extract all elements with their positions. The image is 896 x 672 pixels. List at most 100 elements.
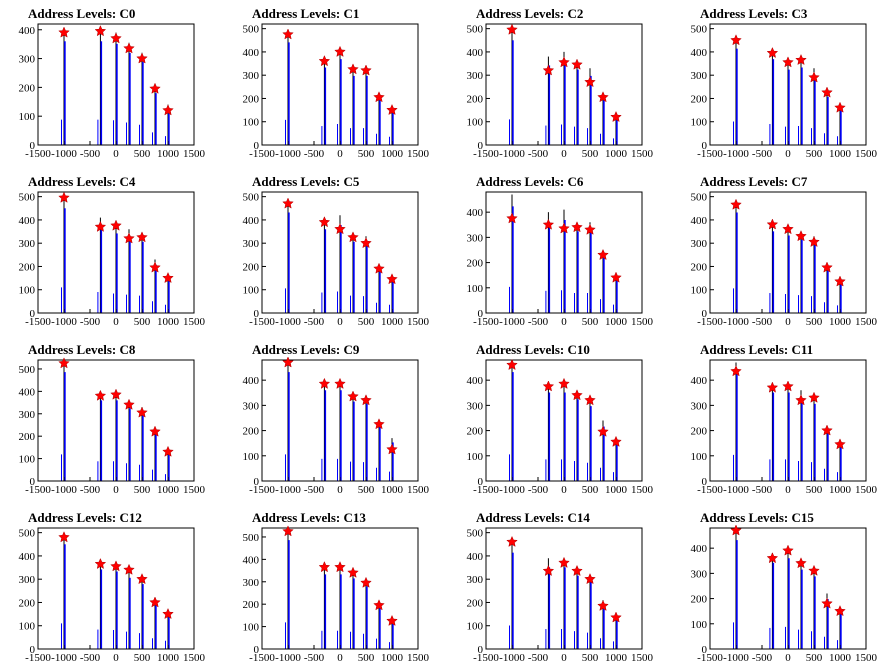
y-tick-label: 0 (30, 308, 36, 320)
y-tick-label: 400 (691, 375, 708, 387)
x-tick-label: -1500 (697, 652, 723, 664)
x-tick-label: 500 (358, 148, 375, 160)
y-tick-label: 400 (19, 551, 36, 563)
x-tick-label: 500 (134, 484, 151, 496)
y-tick-label: 400 (243, 375, 260, 387)
histogram-panel: Address Levels: C0 0 100 200 300 400 -1500 -100… (0, 0, 224, 168)
y-tick-label: 0 (254, 308, 260, 320)
x-tick-label: -500 (304, 316, 325, 328)
peak-marker (149, 425, 161, 437)
x-tick-label: 500 (806, 652, 823, 664)
peak-marker (558, 56, 570, 68)
peak-marker (730, 34, 742, 46)
peak-marker (795, 53, 807, 66)
peak-marker (795, 230, 807, 242)
peak-marker (808, 71, 820, 83)
peak-marker (149, 261, 161, 273)
histogram-panel: Address Levels: C14 0 100 200 300 400 500 -1500… (448, 504, 672, 672)
histogram-panel: Address Levels: C3 0 100 200 300 400 500 -1500-… (672, 0, 896, 168)
y-tick-label: 100 (19, 285, 36, 297)
x-tick-label: -1000 (499, 652, 525, 664)
chart-plot: 0 100 200 300 400 -1500 -1000 -500 0 500 1000 1500 (243, 356, 430, 496)
x-tick-label: -1000 (275, 316, 301, 328)
x-tick-label: 1500 (407, 484, 430, 496)
chart-title: Address Levels: C11 (700, 342, 814, 357)
histogram-panel: Address Levels: C15 0 100 200 300 400 -1500 -10… (672, 504, 896, 672)
y-tick-label: 400 (467, 551, 484, 563)
y-tick-label: 500 (467, 528, 484, 540)
x-tick-label: -500 (528, 484, 549, 496)
y-tick-label: 500 (19, 364, 36, 376)
peak-marker (123, 398, 135, 410)
peak-marker (571, 564, 583, 577)
y-tick-label: 200 (691, 261, 708, 273)
peak-marker (373, 418, 385, 430)
x-tick-label: 0 (561, 148, 567, 160)
x-tick-label: 500 (806, 484, 823, 496)
peak-marker (136, 573, 148, 585)
x-tick-label: 0 (561, 316, 567, 328)
y-tick-label: 300 (467, 70, 484, 82)
x-tick-label: 1500 (855, 148, 878, 160)
y-tick-label: 0 (702, 644, 708, 656)
x-tick-label: -500 (80, 148, 101, 160)
y-tick-label: 400 (19, 25, 36, 37)
x-tick-label: 1500 (631, 316, 654, 328)
chart-title: Address Levels: C3 (700, 6, 808, 21)
peak-marker (94, 389, 107, 401)
y-tick-label: 300 (19, 238, 36, 250)
x-tick-label: 1500 (407, 316, 430, 328)
x-tick-label: 1000 (157, 652, 180, 664)
peak-marker (347, 566, 359, 578)
peak-marker (110, 388, 122, 400)
x-tick-label: 500 (806, 148, 823, 160)
peak-marker (506, 212, 518, 224)
y-tick-label: 200 (467, 597, 484, 609)
peak-marker (571, 221, 583, 233)
chart-title: Address Levels: C9 (252, 342, 360, 357)
peak-marker (386, 273, 398, 285)
x-tick-label: 0 (785, 148, 791, 160)
peak-marker (610, 110, 622, 123)
peak-marker (795, 557, 807, 569)
peak-marker (162, 607, 174, 620)
peak-marker (149, 596, 161, 608)
histogram-panel: Address Levels: C8 0 100 200 300 400 500 -1500-… (0, 336, 224, 504)
x-tick-label: 500 (358, 316, 375, 328)
histogram-panel: Address Levels: C4 0 100 200 300 400 500 -1500-… (0, 168, 224, 336)
x-tick-label: 1000 (829, 148, 852, 160)
peak-marker (94, 25, 107, 37)
peak-marker (558, 377, 570, 389)
x-tick-label: 1000 (157, 148, 180, 160)
x-tick-label: 0 (785, 652, 791, 664)
y-tick-label: 300 (243, 577, 260, 589)
chart-plot: 0 100 200 300 400 -1500 -1000 -500 0 500 1000 1500 (691, 524, 878, 664)
y-tick-label: 300 (467, 400, 484, 412)
y-tick-label: 300 (243, 238, 260, 250)
y-tick-label: 0 (478, 140, 484, 152)
x-tick-label: 1000 (157, 484, 180, 496)
peak-marker (821, 86, 833, 98)
y-tick-label: 0 (30, 644, 36, 656)
x-tick-label: -1500 (25, 316, 51, 328)
histogram-panel: Address Levels: C13 0 100 200 300 400 500 -1500… (224, 504, 448, 672)
peak-marker (730, 524, 742, 536)
peak-marker (834, 275, 846, 287)
y-tick-label: 200 (243, 599, 260, 611)
x-tick-label: 1500 (631, 148, 654, 160)
peak-marker (58, 191, 70, 203)
histogram-panel: Address Levels: C9 0 100 200 300 400 -1500 -100… (224, 336, 448, 504)
peak-marker (334, 561, 346, 573)
chart-title: Address Levels: C0 (28, 6, 136, 21)
x-tick-label: 1000 (829, 316, 852, 328)
chart-plot: 0 100 200 300 400 500 -1500 -1000 -500 0 500 1000 15… (19, 527, 206, 664)
y-tick-label: 200 (19, 597, 36, 609)
x-tick-label: -500 (80, 316, 101, 328)
x-tick-label: -500 (528, 652, 549, 664)
y-tick-label: 0 (478, 476, 484, 488)
x-tick-label: -1500 (249, 652, 275, 664)
peak-marker (347, 63, 359, 75)
y-tick-label: 100 (243, 451, 260, 463)
chart-title: Address Levels: C14 (476, 510, 590, 525)
